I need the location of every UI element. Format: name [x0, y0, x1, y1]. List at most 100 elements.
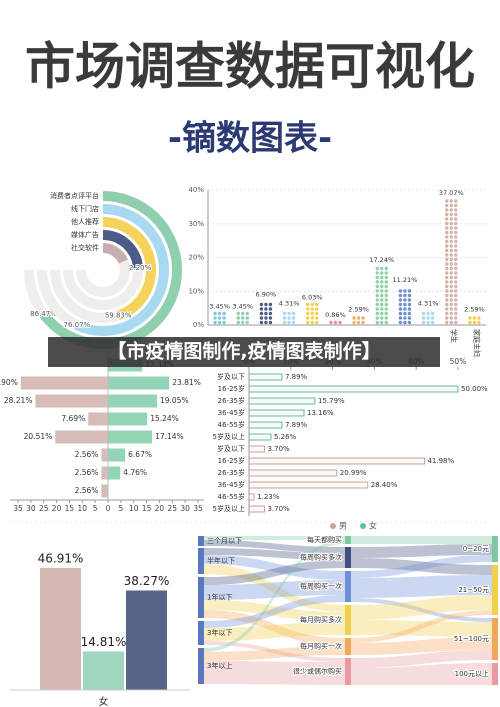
x-tick-label: 5 [118, 504, 123, 513]
dot [398, 311, 403, 316]
dot [338, 320, 342, 325]
dot [264, 320, 268, 325]
dot [407, 289, 412, 293]
dot [445, 311, 449, 316]
dot [241, 311, 245, 316]
dot [403, 298, 407, 302]
flow [204, 564, 345, 612]
dot [398, 302, 403, 307]
value-label: 2.59% [348, 305, 369, 313]
dot [454, 307, 458, 311]
dot [291, 316, 296, 320]
dot [472, 320, 477, 325]
dot [449, 239, 453, 244]
dot [245, 320, 249, 325]
dot [403, 320, 407, 325]
dot [445, 199, 449, 203]
bar [40, 568, 81, 690]
x-tick-label: 30 [26, 504, 36, 513]
category-label: 社交软件 [71, 243, 99, 252]
dot [445, 275, 449, 280]
dot [264, 311, 268, 316]
dot [449, 316, 453, 320]
bar [248, 445, 265, 453]
sankey-node [492, 536, 498, 562]
sankey-node [345, 547, 351, 568]
bar [20, 376, 109, 390]
value-label: 3.45% [209, 302, 230, 310]
dot [310, 302, 314, 307]
dot [449, 262, 453, 266]
dot [306, 320, 310, 325]
dot [375, 280, 379, 284]
dot [384, 293, 388, 298]
flow [204, 540, 345, 553]
dot [454, 203, 458, 208]
flow [351, 575, 492, 598]
dot [398, 289, 403, 293]
value-label: 7.89% [285, 373, 308, 381]
value-label: 4.31% [418, 299, 439, 307]
dot [449, 203, 453, 208]
dot [454, 293, 458, 298]
dot [445, 302, 449, 307]
flow [204, 580, 345, 600]
y-tick-label: 20% [188, 254, 204, 262]
value-label: 1.23% [257, 493, 280, 501]
x-tick-label: 5 [93, 504, 98, 513]
dot [375, 271, 379, 275]
dot-bar [375, 266, 388, 325]
dot [375, 302, 379, 307]
y-tick-label: 5岁及以上 [213, 504, 245, 513]
dot [454, 239, 458, 244]
x-tick-label: 10 [78, 504, 88, 513]
node-label: 每周购买多次 [300, 553, 342, 562]
dot [236, 311, 240, 316]
flow [351, 620, 492, 637]
dot [213, 320, 217, 325]
value-label: 20.51% [24, 432, 53, 441]
sankey-node [198, 577, 204, 618]
bar [248, 505, 265, 513]
dot [430, 320, 435, 325]
dot [426, 311, 430, 316]
dot-bar [421, 311, 435, 325]
y-tick-label: 岁及以下 [217, 444, 245, 453]
value-label: 0.86% [325, 311, 346, 319]
dot [407, 311, 412, 316]
dot [445, 293, 449, 298]
node-label: 半年以下 [207, 556, 235, 565]
dot [380, 302, 384, 307]
dot [454, 266, 458, 271]
flow [351, 555, 492, 578]
dot [449, 226, 453, 230]
sankey-node [345, 658, 351, 685]
sankey-node [198, 621, 204, 645]
value-label: 6.90% [256, 291, 277, 299]
category-label: 媒体广告 [71, 230, 99, 239]
bar [108, 394, 157, 408]
dot [315, 302, 319, 307]
category-label: 线下门店 [71, 204, 99, 213]
dot [445, 298, 449, 302]
dot [449, 212, 453, 217]
dot [454, 212, 458, 217]
dot [398, 298, 403, 302]
dot [445, 266, 449, 271]
dot [449, 266, 453, 271]
radial-bar [74, 204, 169, 336]
dot [421, 311, 426, 316]
dot [445, 212, 449, 217]
y-tick-label: 36-45岁 [218, 408, 245, 417]
bar [108, 448, 126, 462]
value-label: 33.90% [0, 378, 18, 387]
dot [398, 316, 403, 320]
bar [108, 412, 148, 426]
dot [268, 316, 273, 320]
dot [445, 203, 449, 208]
dot [384, 316, 388, 320]
dot [454, 275, 458, 280]
dot [310, 316, 314, 320]
dot-bar [282, 311, 296, 325]
